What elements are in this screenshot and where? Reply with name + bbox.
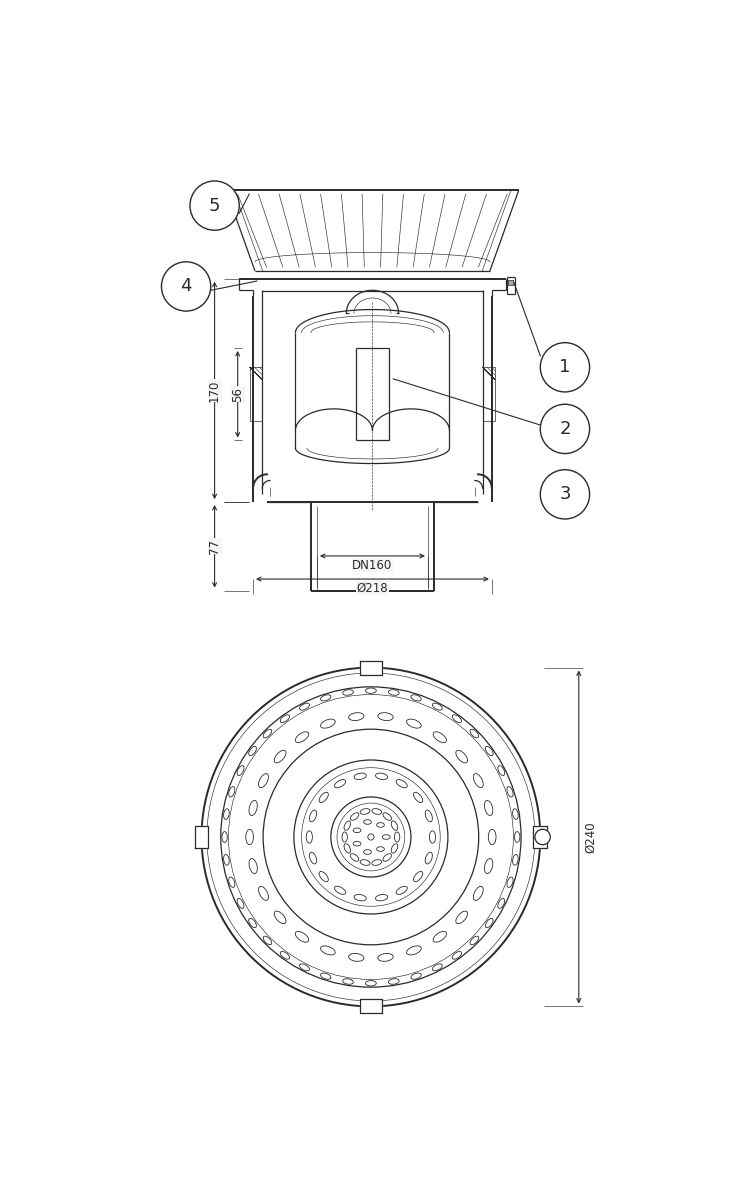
Circle shape [535,829,551,845]
Polygon shape [533,827,548,847]
Text: 2: 2 [560,420,571,438]
Text: 56: 56 [231,386,244,402]
Bar [250,367,262,421]
Text: Ø240: Ø240 [585,821,598,853]
Circle shape [540,343,589,392]
Text: 77: 77 [208,539,221,554]
Circle shape [540,469,589,518]
Text: 5: 5 [209,197,220,215]
Circle shape [540,404,589,454]
Circle shape [161,262,211,311]
Polygon shape [360,661,382,674]
Text: 4: 4 [180,277,192,295]
Polygon shape [194,827,208,847]
Circle shape [190,181,239,230]
Polygon shape [360,1000,382,1013]
Text: 1: 1 [560,359,571,377]
Text: 3: 3 [560,485,571,503]
Bar [508,280,512,284]
Text: 170: 170 [208,379,221,402]
Text: DN160: DN160 [353,559,393,571]
Text: Ø218: Ø218 [356,582,388,595]
Bar [483,367,495,421]
